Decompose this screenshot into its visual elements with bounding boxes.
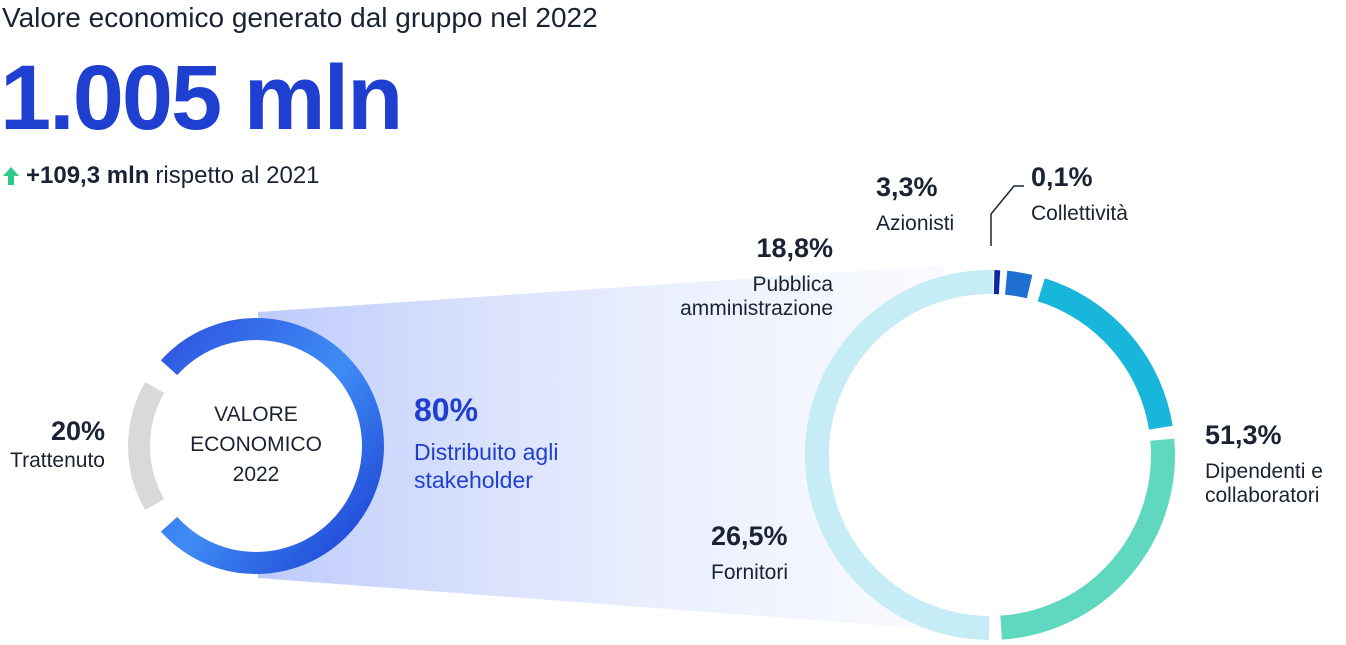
data-label-collettivita-name: Collettività [1031,202,1128,225]
connector-fan-shape [258,265,945,630]
center-label-line: 2022 [233,463,280,486]
donut-slice-trattenuto [128,382,165,510]
data-label-dipendenti-name: collaboratori [1205,484,1319,507]
data-label-distribuito-pct: 80% [414,392,478,428]
delta-value: +109,3 mln [26,162,150,189]
data-label-collettivita-pct: 0,1% [1031,162,1093,192]
data-label-fornitori-name: Fornitori [711,561,788,584]
chart-title: Valore economico generato dal gruppo nel… [2,2,598,33]
left-donut [128,318,384,574]
leader-line-collettivita [990,185,1024,246]
arrow-up-icon [3,167,19,185]
data-label-distribuito-name: Distribuito agli [414,439,558,465]
data-label-trattenuto-pct: 20% [51,416,105,446]
data-label-fornitori-pct: 26,5% [711,521,788,551]
arrow-up-icon-shape [3,167,19,185]
data-label-azionisti-name: Azionisti [876,212,954,235]
connector-fan [150,265,1151,630]
total-value: 1.005 mln [0,47,403,149]
donut-slice-fornitori [1000,438,1175,640]
data-label-azionisti-pct: 3,3% [876,172,938,202]
right-donut [804,270,1175,640]
left-donut-hole [150,340,362,552]
donut-slice-distribuito [160,318,384,574]
data-label-dipendenti-name: Dipendenti e [1205,460,1323,483]
data-label-pubblica-amministrazione-name: Pubblica [752,273,833,296]
center-label-line: ECONOMICO [190,433,322,456]
right-donut-hole [829,294,1151,616]
donut-slice-pubblica-amministrazione [1037,278,1173,430]
data-label-distribuito-name: stakeholder [414,467,533,493]
data-label-trattenuto-name: Trattenuto [10,449,105,472]
donut-slice-dipendenti [804,270,994,640]
donut-slice-azionisti [1004,270,1033,299]
delta-row: +109,3 mln rispetto al 2021 [2,162,320,190]
data-label-dipendenti-pct: 51,3% [1205,420,1282,450]
data-label-pubblica-amministrazione-pct: 18,8% [756,233,833,263]
data-label-pubblica-amministrazione-name: amministrazione [680,297,833,320]
labels-layer: VALORE ECONOMICO 2022 80% Distribuito aglist… [10,162,1323,584]
center-label-line: VALORE [214,403,298,426]
delta-text: rispetto al 2021 [155,162,320,189]
